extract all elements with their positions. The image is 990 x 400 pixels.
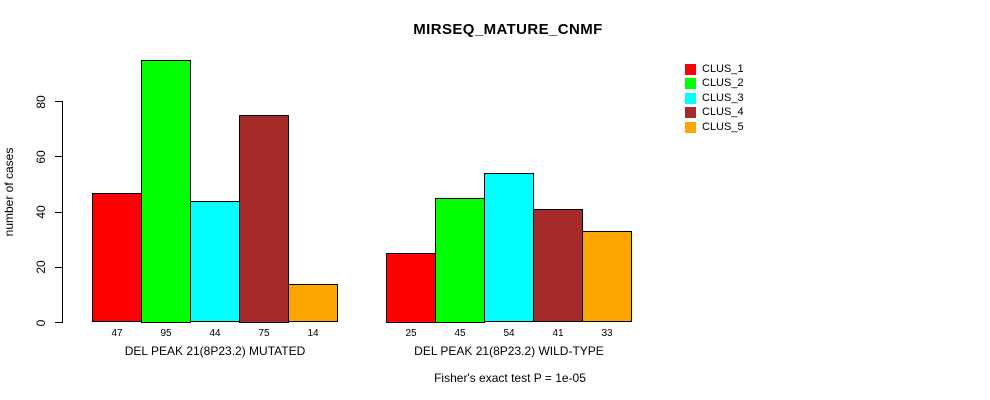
bar-clus_1-group1	[92, 192, 142, 323]
bar-clus_5-group1	[288, 283, 338, 323]
legend-color-swatch	[685, 107, 696, 119]
bar-value-label: 95	[160, 328, 172, 339]
y-tick-mark	[55, 322, 62, 323]
legend-color-swatch	[685, 64, 696, 75]
bar-clus_4-group1	[239, 115, 289, 323]
bar-clus_2-group1	[141, 60, 191, 323]
bar-value-label: 75	[258, 328, 270, 339]
bar-clus_2-group2	[435, 198, 485, 323]
fisher-test-annotation: Fisher's exact test P = 1e-05	[434, 371, 586, 385]
bar-value-label: 44	[209, 328, 221, 339]
legend-label: CLUS_5	[702, 120, 744, 133]
y-tick-mark	[55, 211, 62, 213]
legend-label: CLUS_2	[702, 77, 744, 90]
legend-label: CLUS_3	[702, 91, 744, 104]
bar-value-label: 33	[601, 328, 613, 339]
legend-item-clus_5: CLUS_5	[685, 121, 744, 134]
legend-item-clus_3: CLUS_3	[685, 92, 744, 105]
legend-item-clus_4: CLUS_4	[685, 106, 744, 119]
y-tick-label: 60	[34, 150, 48, 164]
legend-color-swatch	[685, 92, 696, 104]
group-label: DEL PEAK 21(8P23.2) WILD-TYPE	[414, 344, 604, 358]
legend-color-swatch	[685, 121, 696, 133]
y-axis-line	[62, 101, 63, 323]
bar-value-label: 45	[454, 328, 466, 339]
bar-value-label: 54	[503, 328, 515, 339]
legend-color-swatch	[685, 78, 696, 90]
bar-value-label: 47	[111, 328, 123, 339]
y-tick-mark	[55, 156, 62, 158]
bar-value-label: 14	[307, 328, 319, 339]
bar-clus_3-group1	[190, 200, 240, 323]
bar-value-label: 41	[552, 328, 564, 339]
y-tick-label: 80	[34, 94, 48, 109]
bar-clus_5-group2	[582, 231, 632, 323]
bar-value-label: 25	[405, 328, 417, 339]
y-tick-mark	[55, 266, 62, 268]
legend-item-clus_2: CLUS_2	[685, 77, 744, 90]
bar-clus_1-group2	[386, 253, 436, 323]
legend-label: CLUS_1	[702, 63, 744, 75]
legend-label: CLUS_4	[702, 106, 744, 119]
y-tick-label: 40	[34, 205, 48, 219]
y-axis-label: number of cases	[2, 147, 16, 237]
y-tick-label: 20	[34, 260, 48, 274]
group-label: DEL PEAK 21(8P23.2) MUTATED	[124, 344, 306, 358]
y-tick-mark	[55, 101, 62, 102]
y-tick-label: 0	[34, 319, 48, 326]
bar-clus_4-group2	[533, 209, 583, 323]
chart-title: MIRSEQ_MATURE_CNMF	[413, 21, 603, 38]
legend-item-clus_1: CLUS_1	[685, 63, 744, 76]
bar-clus_3-group2	[484, 173, 534, 323]
